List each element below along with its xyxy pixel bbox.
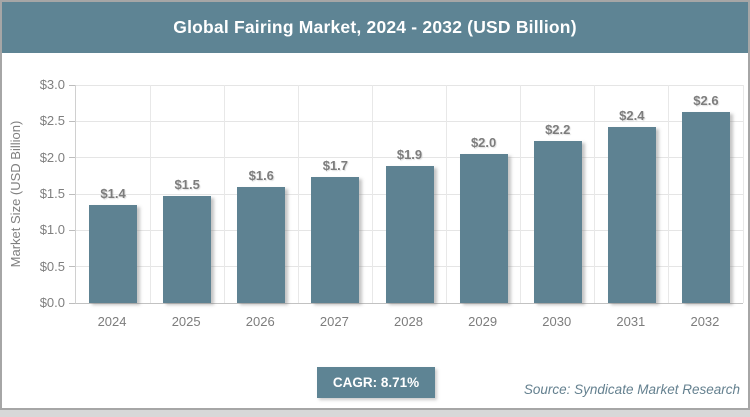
- v-gridline: [149, 85, 151, 303]
- chart-title: Global Fairing Market, 2024 - 2032 (USD …: [173, 17, 577, 37]
- x-tick-label: 2028: [394, 314, 423, 329]
- bar-2032: [681, 111, 730, 303]
- x-tick-label: 2030: [542, 314, 572, 329]
- x-tick-label: 2026: [245, 314, 275, 329]
- y-tick-label: $3.0: [39, 77, 65, 92]
- v-gridline: [520, 85, 522, 303]
- x-tick-label: 2027: [319, 314, 349, 329]
- source-attribution: Source: Syndicate Market Research: [523, 382, 740, 397]
- bar-2028: [385, 165, 434, 303]
- y-tick-label: $1.5: [39, 186, 65, 201]
- bar-value-label: $1.4: [100, 185, 126, 201]
- bar-value-label: $2.4: [619, 108, 645, 124]
- bar-value-label: $1.6: [248, 167, 274, 183]
- bar-value-label: $1.5: [174, 177, 200, 193]
- x-tick-label: 2025: [171, 314, 201, 329]
- v-gridline: [371, 85, 373, 303]
- y-tick-mark: [69, 193, 75, 195]
- y-axis: $0.0 $0.5 $1.0 $1.5 $2.0 $2.5 $3.0: [2, 77, 75, 310]
- bar-value-label: $2.6: [693, 92, 719, 108]
- y-tick-mark: [69, 229, 75, 231]
- x-tick-label: 2031: [616, 314, 646, 329]
- plot-area: $1.4 $1.5 $1.6 $1.7 $1.9 $2.0 $2.2 $2.4 $2.6: [75, 84, 744, 304]
- chart-title-bar: Global Fairing Market, 2024 - 2032 (USD …: [2, 2, 748, 53]
- bar-2026: [237, 186, 286, 303]
- cagr-badge-label: CAGR: 8.71%: [332, 375, 420, 390]
- v-gridline: [594, 85, 596, 303]
- y-tick-mark: [69, 266, 75, 268]
- bar-value-label: $2.2: [545, 121, 571, 137]
- h-gridline: [76, 120, 743, 122]
- y-tick-label: $2.0: [39, 149, 65, 165]
- v-gridline: [223, 85, 225, 303]
- y-tick-label: $0.0: [39, 295, 65, 310]
- v-gridline: [668, 85, 670, 303]
- bar-2029: [459, 154, 508, 303]
- v-gridline: [742, 85, 744, 303]
- bar-2024: [89, 204, 138, 303]
- bar-2031: [607, 127, 656, 303]
- x-tick-label: 2024: [97, 314, 127, 329]
- bar-value-label: $1.7: [322, 158, 349, 174]
- h-gridline: [76, 84, 743, 86]
- bar-value-label: $2.0: [470, 135, 497, 151]
- chart-canvas: Market Size (USD Billion) $0.0 $0.5 $1.0 $1…: [2, 2, 748, 408]
- bar-2030: [533, 140, 582, 303]
- v-gridline: [446, 85, 448, 303]
- y-tick-label: $2.5: [39, 113, 65, 129]
- y-tick-mark: [69, 157, 75, 159]
- y-tick-label: $0.5: [39, 258, 65, 274]
- bar-2025: [163, 196, 212, 303]
- y-tick-mark: [69, 302, 75, 304]
- v-gridline: [297, 85, 299, 303]
- x-tick-label: 2032: [690, 314, 720, 329]
- y-tick-mark: [69, 120, 75, 122]
- bar-2027: [311, 177, 360, 303]
- y-tick-label: $1.0: [39, 222, 65, 238]
- h-gridline: [76, 157, 743, 159]
- x-axis: 2024 2025 2026 2027 2028 2029 2030 2031 2032: [75, 310, 742, 330]
- x-tick-label: 2029: [468, 314, 498, 329]
- bar-value-label: $1.9: [396, 146, 423, 162]
- y-tick-mark: [69, 84, 75, 86]
- cagr-badge: CAGR: 8.71%: [317, 367, 435, 398]
